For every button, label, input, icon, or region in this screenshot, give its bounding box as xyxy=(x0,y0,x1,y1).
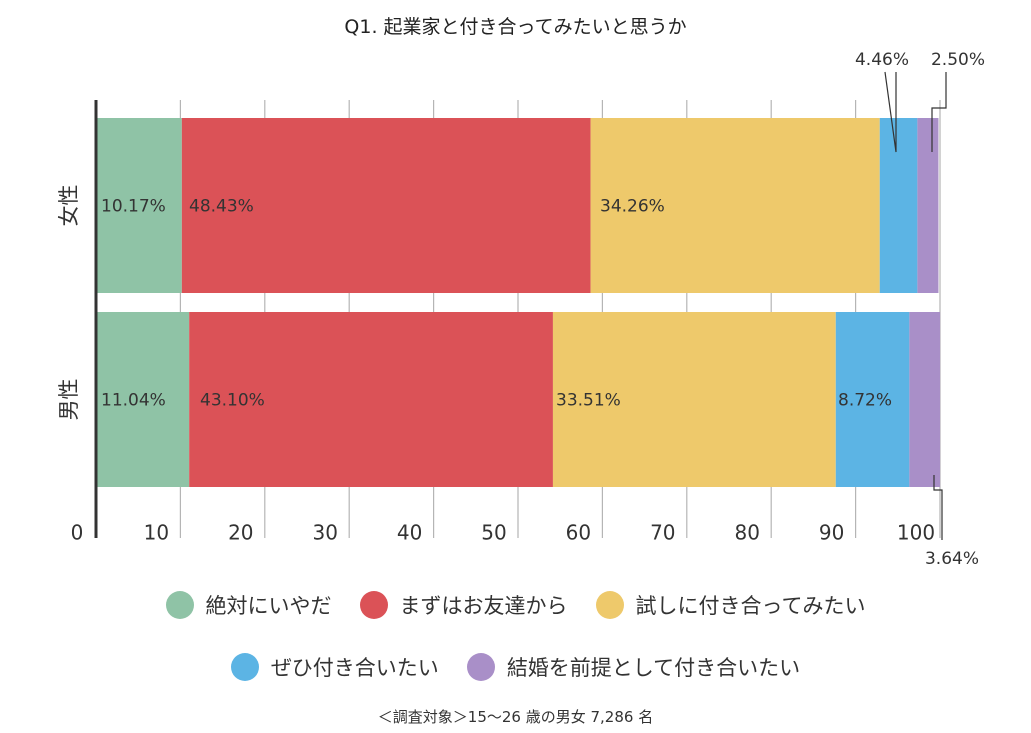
data-label: 11.04% xyxy=(101,391,166,411)
x-tick-label: 50 xyxy=(481,521,506,545)
legend-label: ぜひ付き合いたい xyxy=(270,656,439,680)
bar-segment xyxy=(835,312,910,487)
data-label: 33.51% xyxy=(556,391,621,411)
x-tick-label: 100 xyxy=(897,521,935,545)
x-tick-label: 70 xyxy=(650,521,675,545)
bar-segment xyxy=(917,118,939,293)
bar-segment xyxy=(879,118,918,293)
bar-segment xyxy=(96,118,182,293)
x-tick-label: 0 xyxy=(71,521,84,545)
legend-swatch-absolutely-not xyxy=(165,591,194,619)
callout-leader-line xyxy=(884,71,897,153)
x-tick-label: 90 xyxy=(819,521,844,545)
callout-label: 3.64% xyxy=(925,549,979,569)
footnote: ＜調査対象＞15〜26 歳の男女 7,286 名 xyxy=(377,708,654,726)
legend-swatch-definitely xyxy=(230,653,259,681)
data-label: 10.17% xyxy=(101,197,166,217)
chart-title: Q1. 起業家と付き合ってみたいと思うか xyxy=(344,16,687,38)
bar-segment xyxy=(909,312,941,487)
legend-item-definitely: ぜひ付き合いたい xyxy=(230,652,439,682)
category-label: 男性 xyxy=(57,379,81,421)
category-label: 女性 xyxy=(57,185,81,227)
legend-label: 結婚を前提として付き合いたい xyxy=(506,656,801,680)
data-label: 48.43% xyxy=(189,197,254,217)
legend-row-1: 絶対にいやだ まずはお友達から 試しに付き合ってみたい xyxy=(0,590,1031,620)
x-tick-label: 30 xyxy=(312,521,337,545)
legend-swatch-marriage xyxy=(466,653,495,681)
data-label: 34.26% xyxy=(600,197,665,217)
legend-label: 試しに付き合ってみたい xyxy=(635,594,866,618)
legend-row-2: ぜひ付き合いたい 結婚を前提として付き合いたい xyxy=(0,652,1031,682)
callout-leader-line xyxy=(931,72,947,152)
callout-leader-line xyxy=(933,475,943,540)
legend-item-absolutely-not: 絶対にいやだ xyxy=(165,590,332,620)
x-tick-label: 10 xyxy=(144,521,169,545)
data-label: 43.10% xyxy=(200,391,265,411)
callout-label: 4.46% xyxy=(855,50,909,70)
legend-item-try-dating: 試しに付き合ってみたい xyxy=(595,590,866,620)
legend-label: まずはお友達から xyxy=(399,594,568,618)
legend-swatch-try-dating xyxy=(595,591,624,619)
data-label: 8.72% xyxy=(838,391,892,411)
legend-label: 絶対にいやだ xyxy=(205,594,332,618)
bar-segment xyxy=(590,118,880,293)
legend-item-friends-first: まずはお友達から xyxy=(359,590,568,620)
legend-item-marriage: 結婚を前提として付き合いたい xyxy=(466,652,801,682)
bar-segment xyxy=(181,118,591,293)
bar-segment xyxy=(189,312,553,487)
x-tick-label: 40 xyxy=(397,521,422,545)
x-tick-label: 60 xyxy=(566,521,591,545)
bar-segment xyxy=(96,312,190,487)
x-tick-label: 80 xyxy=(734,521,759,545)
bar-segment xyxy=(552,312,836,487)
legend-swatch-friends-first xyxy=(359,591,388,619)
x-tick-label: 20 xyxy=(228,521,253,545)
callout-label: 2.50% xyxy=(931,50,985,70)
